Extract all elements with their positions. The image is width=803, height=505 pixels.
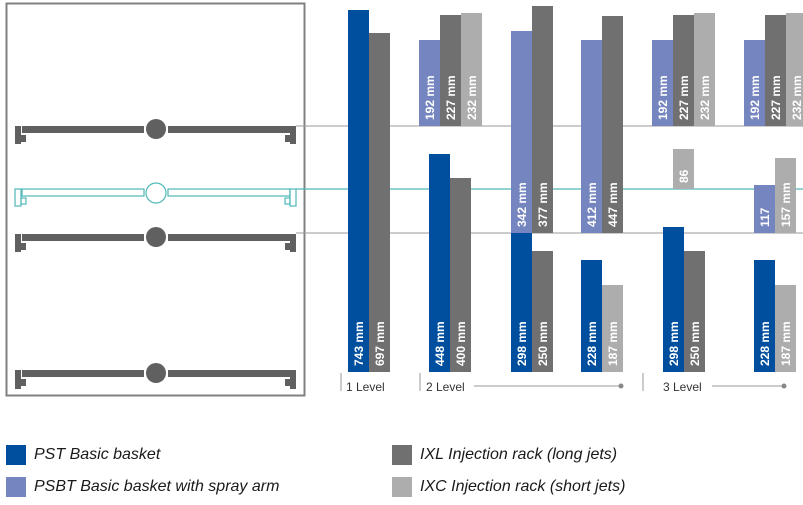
bar-ixc-187 bbox=[775, 285, 796, 372]
bar-ixc-187 bbox=[602, 285, 623, 372]
bar-ixl-400 bbox=[450, 178, 471, 372]
bar-label-ixl-227: 227 mm bbox=[444, 75, 458, 120]
level-2-range-end bbox=[618, 383, 624, 389]
legend-swatch-pst bbox=[6, 445, 26, 465]
bar-label-ixl-250: 250 mm bbox=[536, 321, 550, 366]
bar-label-psbt-192: 192 mm bbox=[656, 75, 670, 120]
bar-label-ixl-227: 227 mm bbox=[677, 75, 691, 120]
bar-ixc-232 bbox=[694, 13, 715, 126]
bar-label-ixc-86: 86 bbox=[677, 169, 691, 183]
legend-label-ixl: IXL Injection rack (long jets) bbox=[420, 446, 618, 463]
legend-item-ixl: IXL Injection rack (long jets) bbox=[392, 445, 617, 465]
bar-label-ixl-250: 250 mm bbox=[688, 321, 702, 366]
bar-psbt-117 bbox=[754, 185, 775, 233]
rack-bottom-icon bbox=[15, 363, 296, 389]
legend-label-psbt: PSBT Basic basket with spray arm bbox=[34, 478, 280, 495]
level-label-1: 1 Level bbox=[346, 380, 385, 394]
bar-psbt-192 bbox=[744, 40, 765, 126]
bar-ixl-697 bbox=[369, 33, 390, 372]
bar-ixc-232 bbox=[461, 13, 482, 126]
rack-teal-icon bbox=[14, 182, 297, 207]
bar-label-ixc-232: 232 mm bbox=[698, 75, 712, 120]
legend-swatch-ixc bbox=[392, 477, 412, 497]
legend-label-pst: PST Basic basket bbox=[34, 446, 161, 463]
bar-label-psbt-192: 192 mm bbox=[423, 75, 437, 120]
bar-psbt-412 bbox=[581, 40, 602, 233]
level-label-2: 2 Level bbox=[426, 380, 465, 394]
bar-label-psbt-117: 117 bbox=[758, 207, 772, 227]
bar-psbt-192 bbox=[652, 40, 673, 126]
bar-label-ixl-227: 227 mm bbox=[769, 75, 783, 120]
bar-label-pst-228: 228 mm bbox=[585, 321, 599, 366]
legend-item-psbt: PSBT Basic basket with spray arm bbox=[6, 477, 279, 497]
machine-frame bbox=[5, 2, 306, 397]
legend-item-pst: PST Basic basket bbox=[6, 445, 160, 465]
bar-label-pst-743: 743 mm bbox=[352, 321, 366, 366]
bar-pst-298 bbox=[663, 227, 684, 372]
bar-label-psbt-192: 192 mm bbox=[748, 75, 762, 120]
bar-label-psbt-342: 342 mm bbox=[515, 182, 529, 227]
bar-label-ixl-447: 447 mm bbox=[606, 182, 620, 227]
bar-label-pst-448: 448 mm bbox=[433, 321, 447, 366]
bar-label-psbt-412: 412 mm bbox=[585, 182, 599, 227]
bar-label-pst-228: 228 mm bbox=[758, 321, 772, 366]
bar-psbt-342 bbox=[511, 31, 532, 233]
bar-pst-448 bbox=[429, 154, 450, 372]
bar-pst-228 bbox=[754, 260, 775, 372]
bar-pst-298 bbox=[511, 227, 532, 372]
bar-label-pst-298: 298 mm bbox=[667, 321, 681, 366]
bar-ixc-157 bbox=[775, 158, 796, 233]
bar-ixl-227 bbox=[765, 15, 786, 126]
level-3-range-end bbox=[781, 383, 787, 389]
bar-ixl-227 bbox=[673, 15, 694, 126]
bar-label-ixl-400: 400 mm bbox=[454, 321, 468, 366]
bar-ixl-377 bbox=[532, 6, 553, 233]
rack-middle-icon bbox=[15, 227, 296, 252]
bar-ixc-86 bbox=[673, 149, 694, 189]
bar-ixl-227 bbox=[440, 15, 461, 126]
legend-swatch-ixl bbox=[392, 445, 412, 465]
bars-layer: 743 mm 697 mm 448 mm 400 mm 192 mm 227 mm 232 … bbox=[348, 6, 803, 372]
legend-item-ixc: IXC Injection rack (short jets) bbox=[392, 477, 625, 497]
level-label-3: 3 Level bbox=[663, 380, 702, 394]
bar-label-ixc-187: 187 mm bbox=[606, 321, 620, 366]
bar-ixl-250 bbox=[684, 251, 705, 372]
legend-label-ixc: IXC Injection rack (short jets) bbox=[420, 478, 626, 495]
bar-label-ixl-697: 697 mm bbox=[373, 321, 387, 366]
bar-ixl-447 bbox=[602, 16, 623, 233]
legend-swatch-psbt bbox=[6, 477, 26, 497]
bar-label-pst-298: 298 mm bbox=[515, 321, 529, 366]
bar-pst-228 bbox=[581, 260, 602, 372]
bar-ixl-250 bbox=[532, 251, 553, 372]
bar-label-ixc-232: 232 mm bbox=[465, 75, 479, 120]
bar-label-ixc-187: 187 mm bbox=[779, 321, 793, 366]
bar-pst-743 bbox=[348, 10, 369, 372]
bar-label-ixc-232: 232 mm bbox=[790, 75, 803, 120]
bar-ixc-232 bbox=[786, 13, 803, 126]
bar-label-ixl-377: 377 mm bbox=[536, 182, 550, 227]
bar-label-ixc-157: 157 mm bbox=[779, 182, 793, 227]
rack-top-icon bbox=[15, 119, 296, 144]
bar-psbt-192 bbox=[419, 40, 440, 126]
level-axis: 1 Level 2 Level 3 Level bbox=[340, 373, 787, 394]
